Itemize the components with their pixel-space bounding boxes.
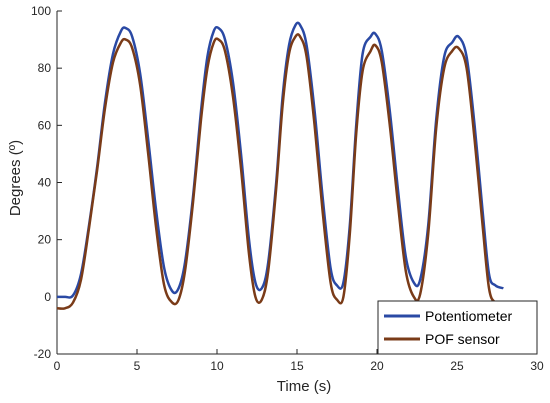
y-tick-label: 40 xyxy=(38,176,52,190)
legend: Potentiometer POF sensor xyxy=(377,300,538,355)
x-tick-label: 30 xyxy=(530,359,544,373)
legend-label-potentiometer: Potentiometer xyxy=(425,308,512,324)
y-tick-label: 100 xyxy=(31,4,51,18)
y-tick-label: 60 xyxy=(38,118,52,132)
x-tick-label: 25 xyxy=(450,359,464,373)
x-tick-label: 10 xyxy=(210,359,224,373)
series-line-potentiometer xyxy=(56,21,504,299)
x-axis-label: Time (s) xyxy=(277,378,331,395)
legend-box xyxy=(377,300,538,355)
series-line-pof-sensor xyxy=(56,33,504,310)
y-tick-label: 0 xyxy=(44,290,51,304)
y-axis-label: Degrees (º) xyxy=(7,140,24,216)
x-tick-label: 0 xyxy=(54,359,61,373)
legend-label-pof-sensor: POF sensor xyxy=(425,331,500,347)
y-tick-label: 20 xyxy=(38,233,52,247)
x-tick-label: 5 xyxy=(134,359,141,373)
y-tick-label: 80 xyxy=(38,61,52,75)
x-tick-label: 20 xyxy=(370,359,384,373)
series-lines xyxy=(56,21,504,310)
y-tick-label: -20 xyxy=(34,347,52,361)
x-tick-label: 15 xyxy=(290,359,304,373)
